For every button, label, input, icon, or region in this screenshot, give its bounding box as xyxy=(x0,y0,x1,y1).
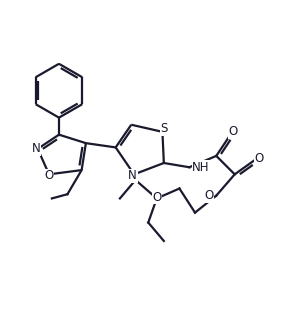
Text: N: N xyxy=(128,169,137,182)
Text: O: O xyxy=(152,190,161,203)
Text: NH: NH xyxy=(192,161,210,174)
Text: O: O xyxy=(229,125,238,138)
Text: S: S xyxy=(160,123,168,136)
Text: O: O xyxy=(204,189,213,202)
Text: O: O xyxy=(44,169,54,182)
Text: N: N xyxy=(32,142,41,155)
Text: O: O xyxy=(254,152,264,165)
